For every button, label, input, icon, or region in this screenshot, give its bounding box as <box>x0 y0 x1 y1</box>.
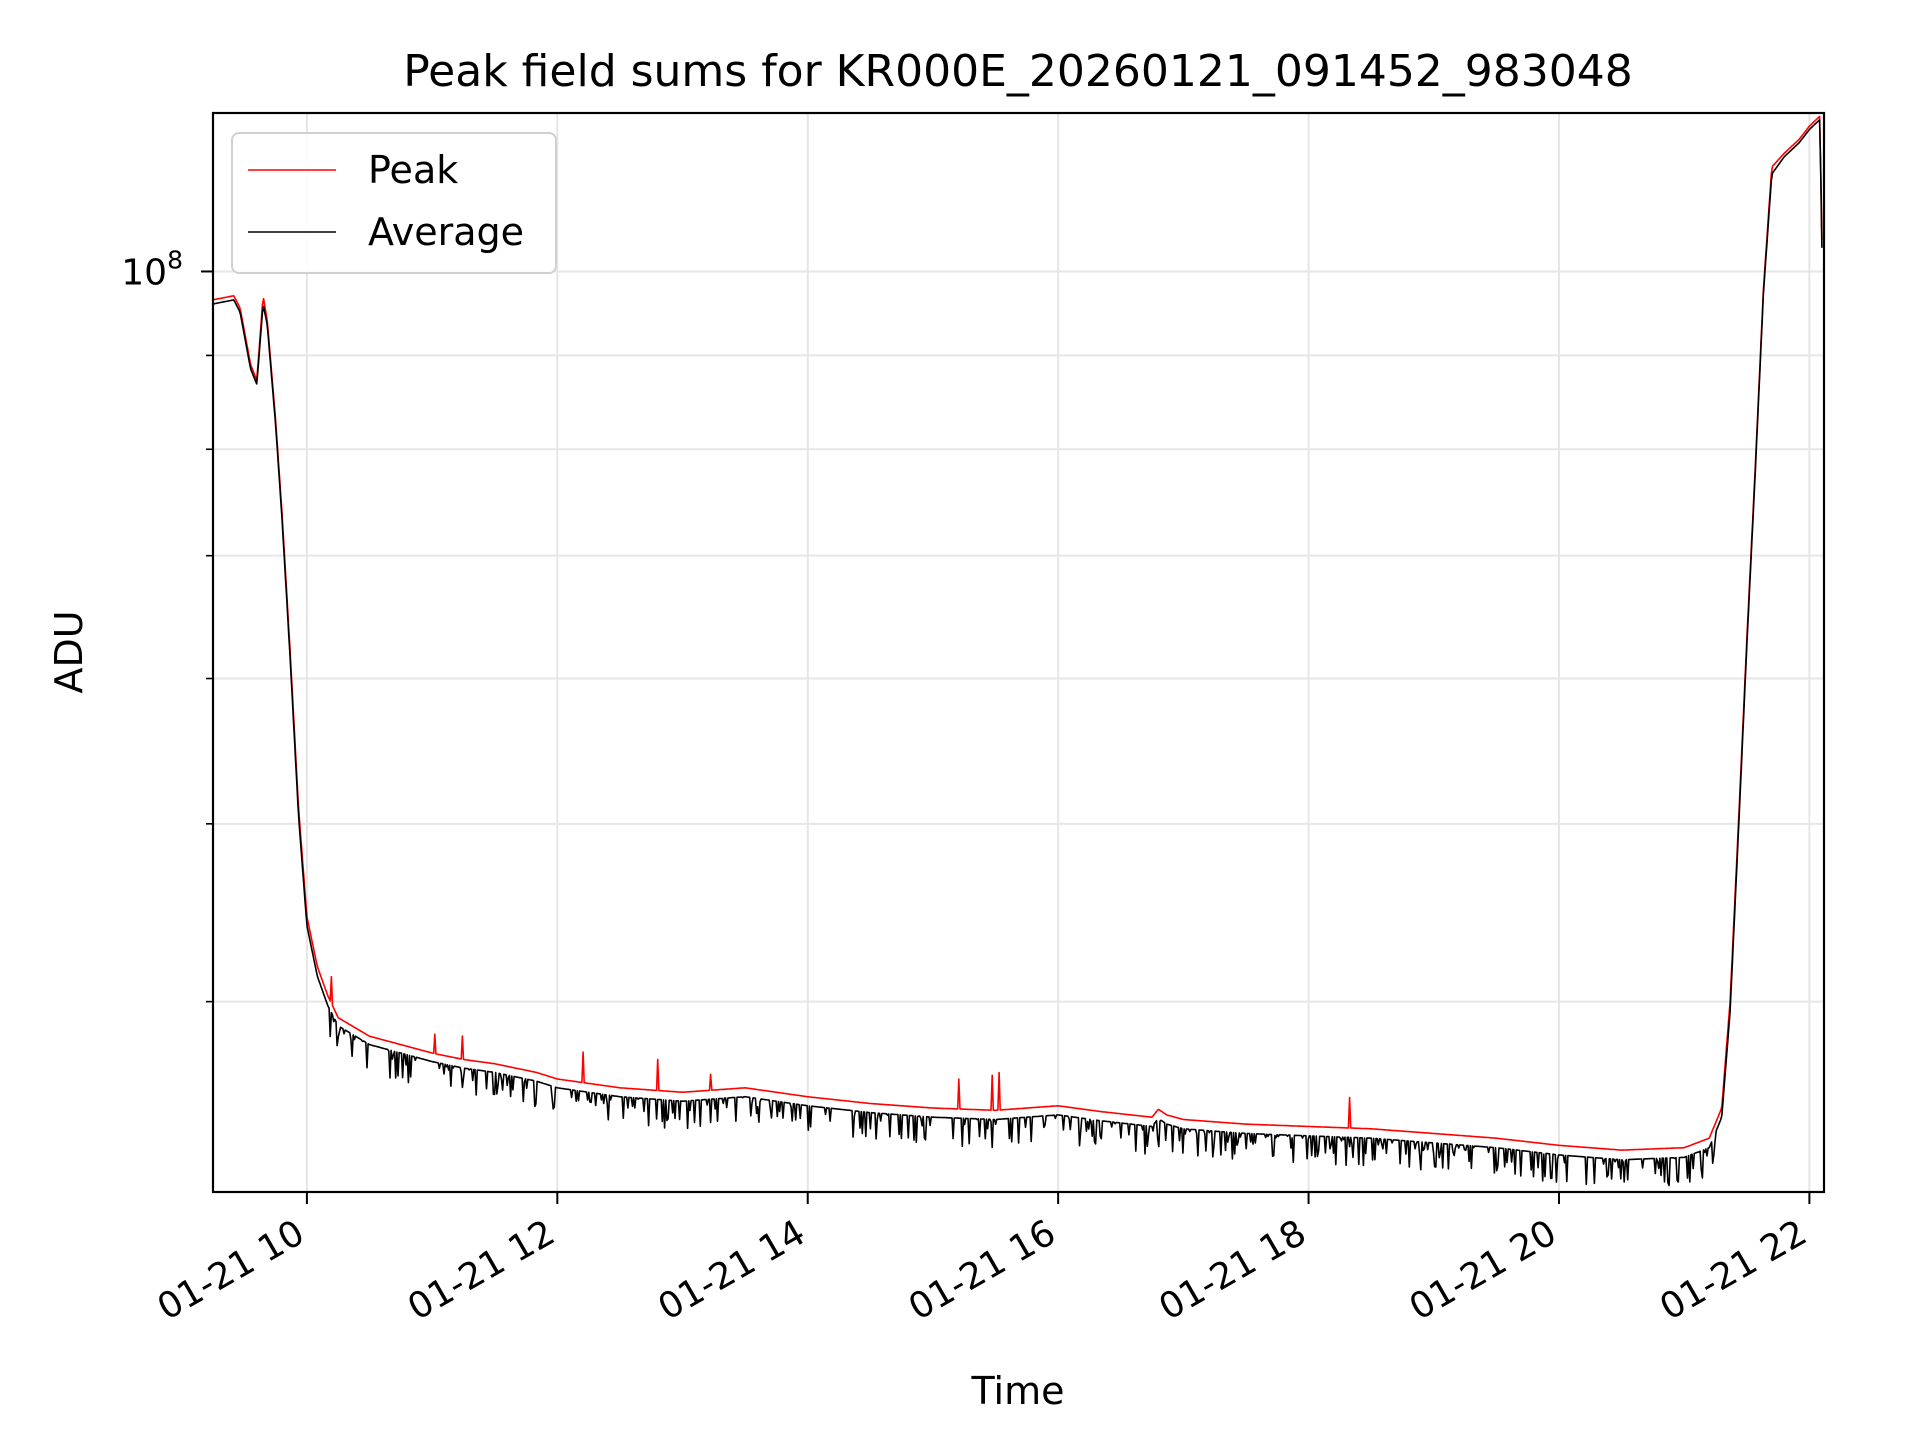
series-line-peak <box>213 115 1823 1151</box>
legend-box <box>231 132 557 274</box>
series-line-average <box>213 119 1823 1187</box>
plot-frame <box>211 111 1826 1194</box>
y-axis-label: ADU <box>47 610 91 693</box>
series-layer <box>213 115 1823 1187</box>
y-tick-label: 108 <box>121 245 183 293</box>
legend-label-average: Average <box>368 210 524 254</box>
legend: Peak Average <box>231 132 557 274</box>
y-axis-ticks: 108 <box>121 245 213 1003</box>
legend-label-peak: Peak <box>368 148 458 192</box>
x-axis-label: Time <box>971 1369 1065 1413</box>
chart-title: Peak field sums for KR000E_20260121_0914… <box>403 46 1633 97</box>
